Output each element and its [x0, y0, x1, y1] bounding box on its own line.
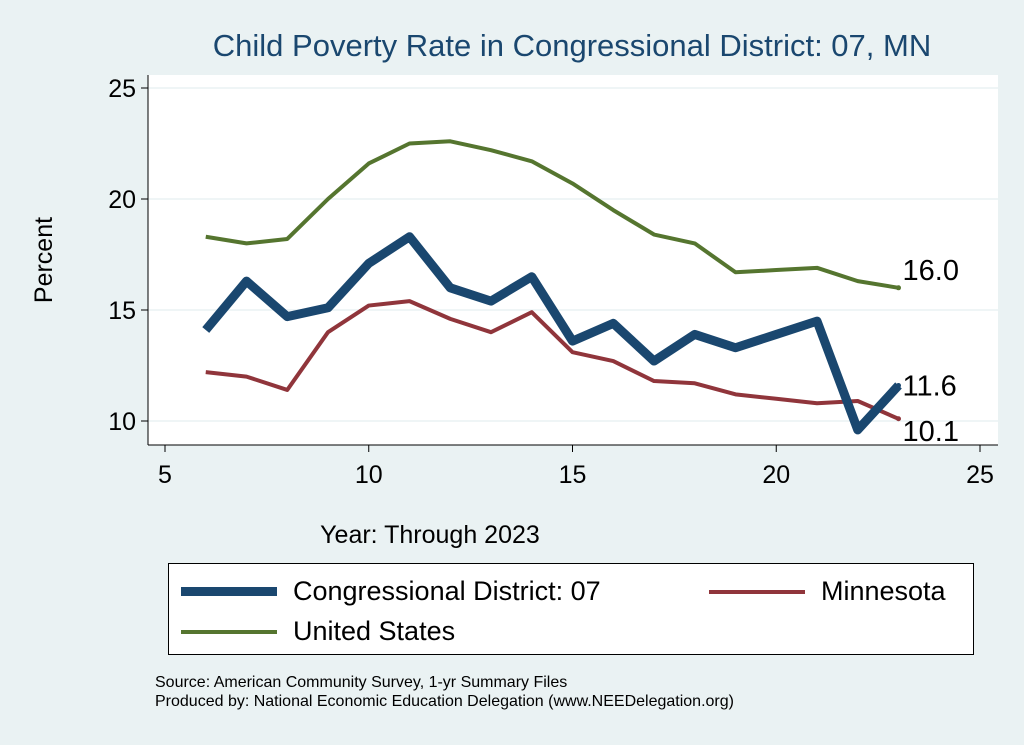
end-label: 10.1: [903, 416, 959, 448]
legend-item-minnesota: Minnesota: [709, 576, 946, 607]
legend: Congressional District: 07 Minnesota Uni…: [168, 563, 974, 655]
plot-area: [148, 75, 998, 445]
end-point: [896, 285, 901, 291]
legend-label: United States: [293, 616, 456, 646]
x-tick-label: 15: [559, 461, 587, 489]
x-tick-label: 5: [158, 461, 172, 489]
produced-text: Produced by: National Economic Education…: [155, 693, 734, 710]
chart-title: Child Poverty Rate in Congressional Dist…: [212, 28, 932, 63]
legend-label: Minnesota: [821, 576, 946, 606]
series-line-0: [202, 232, 902, 435]
legend-item-district: Congressional District: 07: [181, 576, 601, 607]
x-axis-title: Year: Through 2023: [320, 521, 540, 549]
y-tick-label: 20: [108, 186, 136, 214]
y-tick-label: 15: [108, 297, 136, 325]
end-label: 16.0: [903, 255, 959, 287]
x-tick-label: 10: [355, 461, 383, 489]
end-point: [896, 416, 901, 422]
legend-swatch: [181, 629, 277, 634]
series-line-2: [205, 139, 899, 290]
legend-item-us: United States: [181, 616, 455, 647]
end-label: 11.6: [903, 370, 957, 402]
y-tick-label: 25: [108, 75, 136, 103]
legend-swatch: [181, 587, 277, 596]
y-axis-title: Percent: [30, 217, 58, 303]
series-line-1: [205, 299, 900, 421]
legend-label: Congressional District: 07: [293, 576, 601, 606]
y-tick-label: 10: [108, 408, 136, 436]
source-text: Source: American Community Survey, 1-yr …: [155, 674, 568, 691]
end-point: [896, 382, 901, 388]
x-tick-label: 20: [762, 461, 790, 489]
x-tick-label: 25: [966, 461, 994, 489]
chart-plot: 10 15 20 25 5 10 15 20 25 Year: Through 2023 Perce…: [30, 75, 998, 549]
legend-swatch: [709, 589, 805, 594]
source-note: Source: American Community Survey, 1-yr …: [155, 673, 734, 711]
